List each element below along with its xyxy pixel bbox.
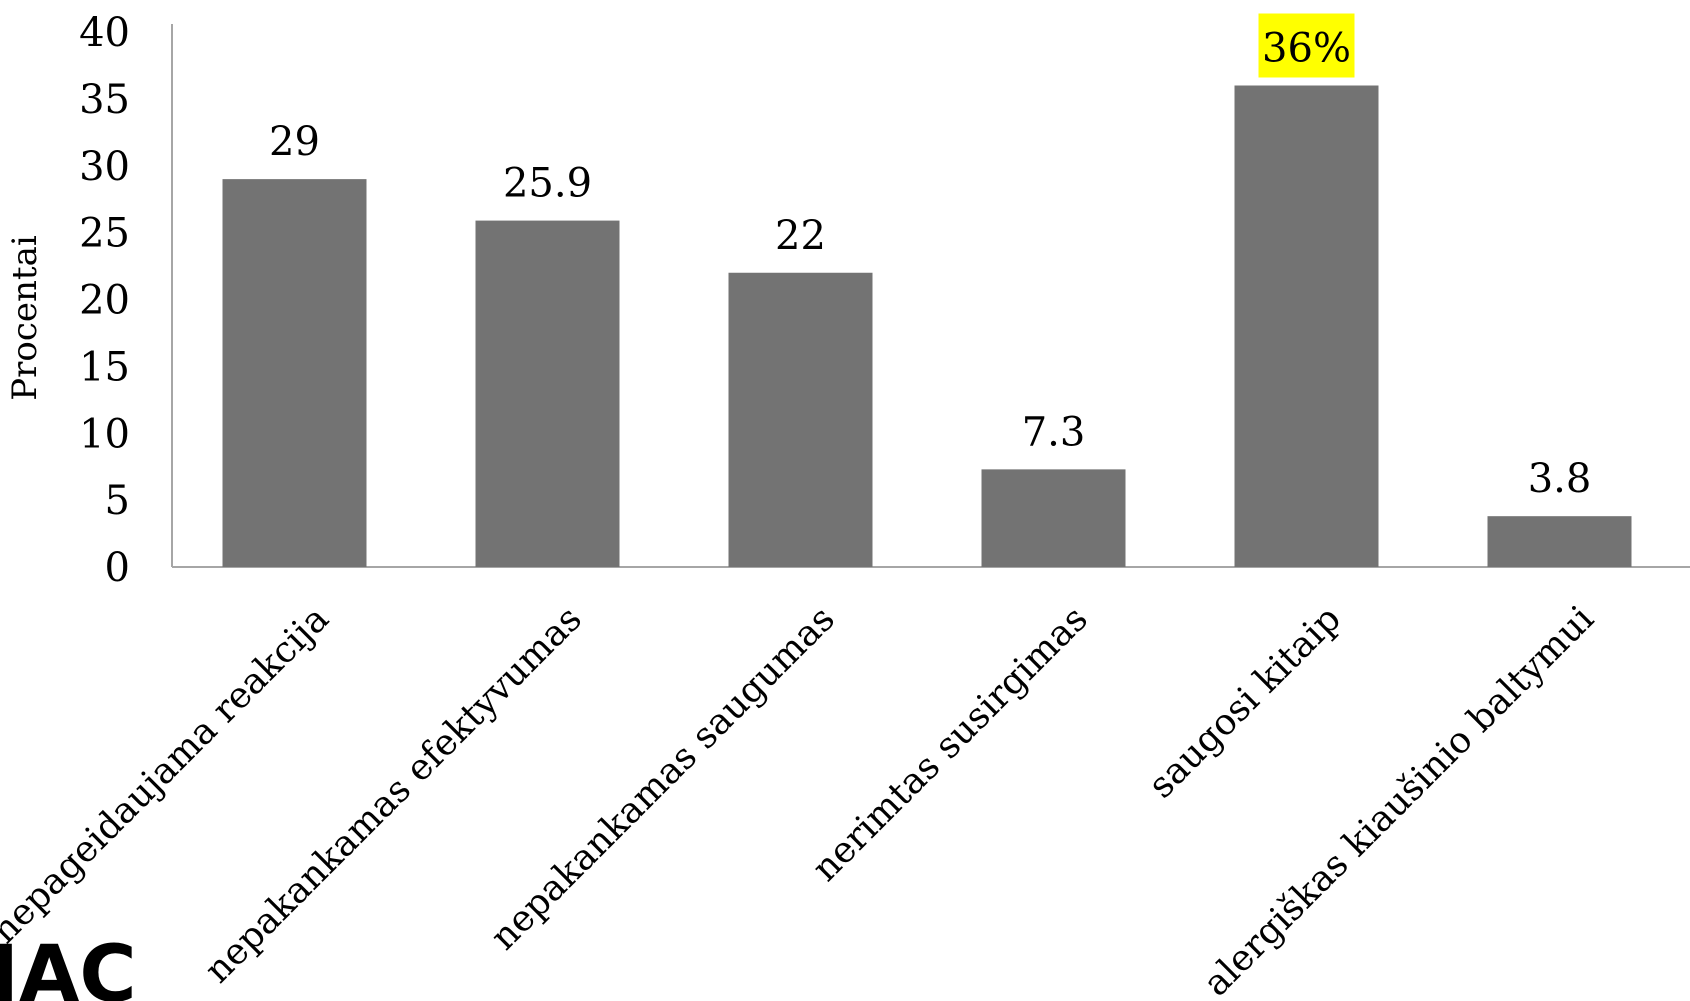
y-tick-label: 35 [79, 77, 130, 123]
data-label: 3.8 [1528, 456, 1592, 502]
bar [222, 179, 367, 567]
y-tick-label: 5 [105, 478, 130, 524]
x-tick-label: nerimtas susirgimas [805, 598, 1096, 889]
y-tick-label: 0 [105, 545, 130, 591]
y-axis-ticks: 0 5 10 15 20 25 30 35 40 [79, 10, 130, 591]
bar [981, 469, 1126, 567]
y-tick-label: 20 [79, 278, 130, 324]
data-label: 36% [1262, 26, 1351, 72]
y-tick-label: 15 [79, 344, 130, 390]
bar [1487, 516, 1632, 567]
y-tick-label: 10 [79, 411, 130, 457]
bar [728, 272, 873, 567]
logo: IAC [0, 930, 137, 1001]
y-axis-label: Procentai [5, 235, 45, 401]
logo-text: IAC [0, 930, 137, 1001]
data-label: 25.9 [503, 161, 592, 207]
bar [475, 220, 620, 567]
data-label-highlight [1258, 13, 1355, 78]
data-labels: 29 25.9 22 7.3 36% 3.8 [269, 13, 1592, 502]
y-tick-label: 30 [79, 144, 130, 190]
x-tick-label: alergiškas kiaušinio baltymui [1196, 598, 1602, 1001]
bars [222, 85, 1632, 567]
x-tick-label: saugosi kitaip [1141, 598, 1349, 806]
data-label: 22 [775, 213, 826, 259]
data-label: 7.3 [1022, 409, 1086, 455]
bar [1234, 85, 1379, 567]
y-tick-label: 40 [79, 10, 130, 56]
y-tick-label: 25 [79, 211, 130, 257]
data-label: 29 [269, 119, 320, 165]
